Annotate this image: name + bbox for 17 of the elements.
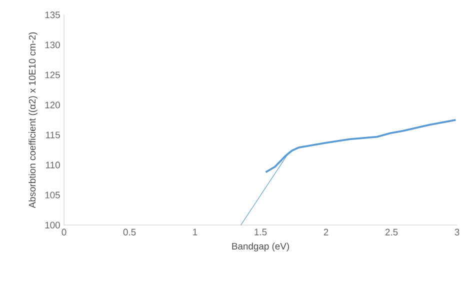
x-tick-label: 1.5	[254, 228, 267, 236]
y-tick-label: 135	[45, 12, 60, 18]
y-tick-label: 100	[45, 222, 60, 228]
y-tick-label: 125	[45, 72, 60, 78]
x-tick-label: 0.5	[123, 228, 136, 236]
x-tick-label: 0	[62, 228, 66, 236]
x-tick-label: 2.5	[385, 228, 398, 236]
y-tick-label: 110	[46, 162, 60, 168]
x-tick-label: 2	[324, 228, 328, 236]
x-axis-title: Bandgap (eV)	[232, 242, 289, 252]
y-axis-title: Absorbtion coefficient ((α2) x 10E10 cm-2)	[28, 32, 38, 208]
x-tick-label: 1	[193, 228, 198, 236]
y-tick-label: 105	[45, 192, 60, 198]
y-tick-label: 120	[45, 102, 60, 108]
x-tick-label: 3	[454, 228, 460, 236]
y-tick-label: 130	[45, 42, 60, 48]
y-tick-label: 115	[46, 132, 60, 138]
